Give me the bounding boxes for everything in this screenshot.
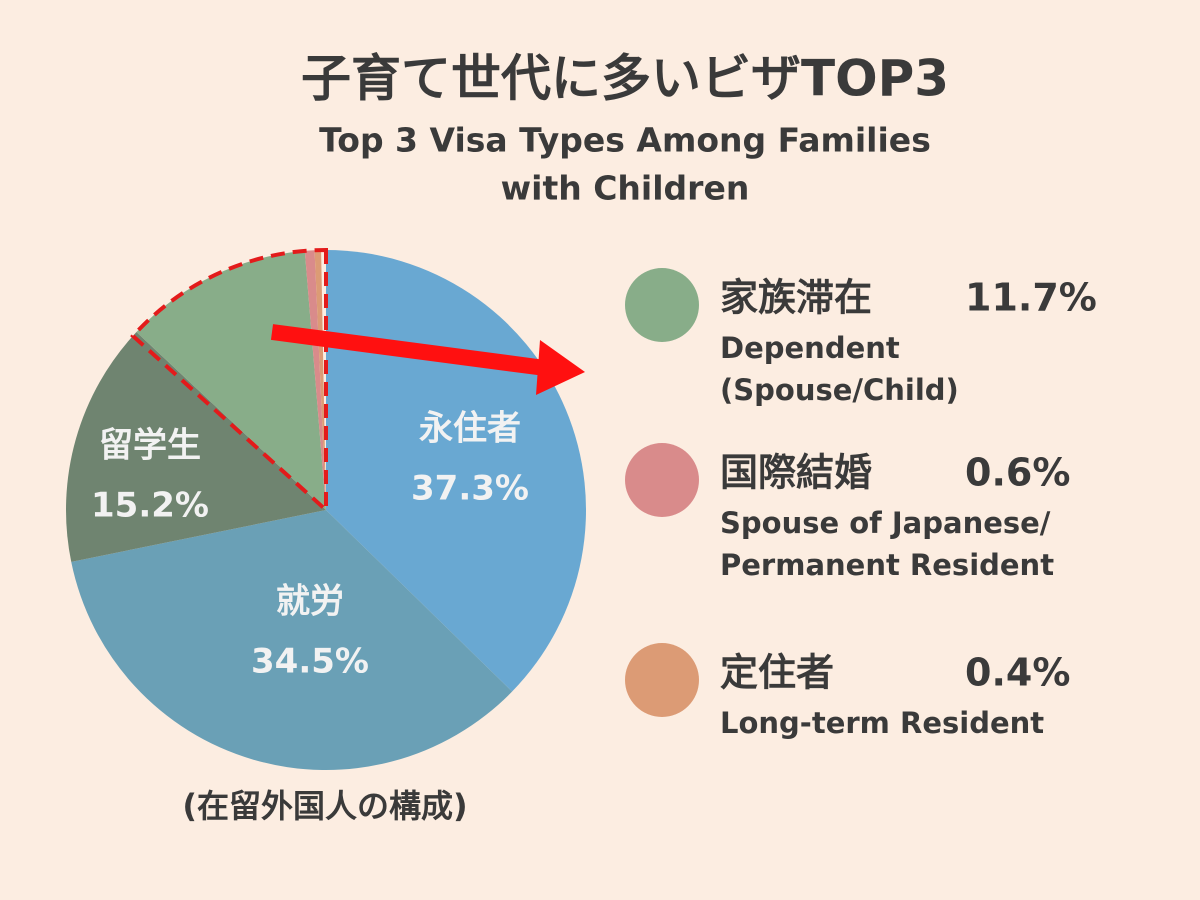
legend-swatch <box>625 643 699 717</box>
legend-label: 定住者 <box>720 651 834 695</box>
legend-description: (Spouse/Child) <box>720 373 959 407</box>
slice-label: 永住者 <box>419 409 521 449</box>
legend-label: 国際結婚 <box>720 451 872 495</box>
slice-label: 留学生 <box>99 426 201 466</box>
legend-swatch <box>625 268 699 342</box>
highlight-outline <box>130 247 328 515</box>
legend-description: Long-term Resident <box>720 706 1044 740</box>
pie-slice <box>66 332 326 562</box>
pie-slice <box>71 510 513 770</box>
legend-swatch <box>625 443 699 517</box>
pie-slice <box>136 250 326 510</box>
chart-subtitle: Top 3 Visa Types Among Families <box>319 121 931 160</box>
legend-description: Spouse of Japanese/ <box>720 506 1051 540</box>
chart-title: 子育て世代に多いビザTOP3 <box>301 50 949 108</box>
legend-value: 0.6% <box>965 451 1070 495</box>
arrow-head <box>536 340 585 395</box>
slice-label: 就労 <box>276 582 344 622</box>
legend-description: Dependent <box>720 331 900 365</box>
slice-value-label: 15.2% <box>91 486 209 526</box>
legend-label: 家族滞在 <box>720 276 872 320</box>
slice-value-label: 34.5% <box>251 642 369 682</box>
legend-value: 0.4% <box>965 651 1070 695</box>
arrow-shaft <box>270 324 547 376</box>
chart-note: (在留外国人の構成) <box>182 787 467 825</box>
legend: 家族滞在 11.7% Dependent (Spouse/Child) 国際結婚 0.6%… <box>625 268 1097 740</box>
pie: 永住者 37.3% 就労 34.5% 留学生 15.2% <box>66 250 587 770</box>
pie-slice <box>314 250 326 510</box>
slice-value-label: 37.3% <box>411 469 529 509</box>
pie-slice <box>304 250 326 510</box>
legend-description: Permanent Resident <box>720 548 1054 582</box>
legend-value: 11.7% <box>965 276 1097 320</box>
chart-subtitle: with Children <box>501 169 750 208</box>
